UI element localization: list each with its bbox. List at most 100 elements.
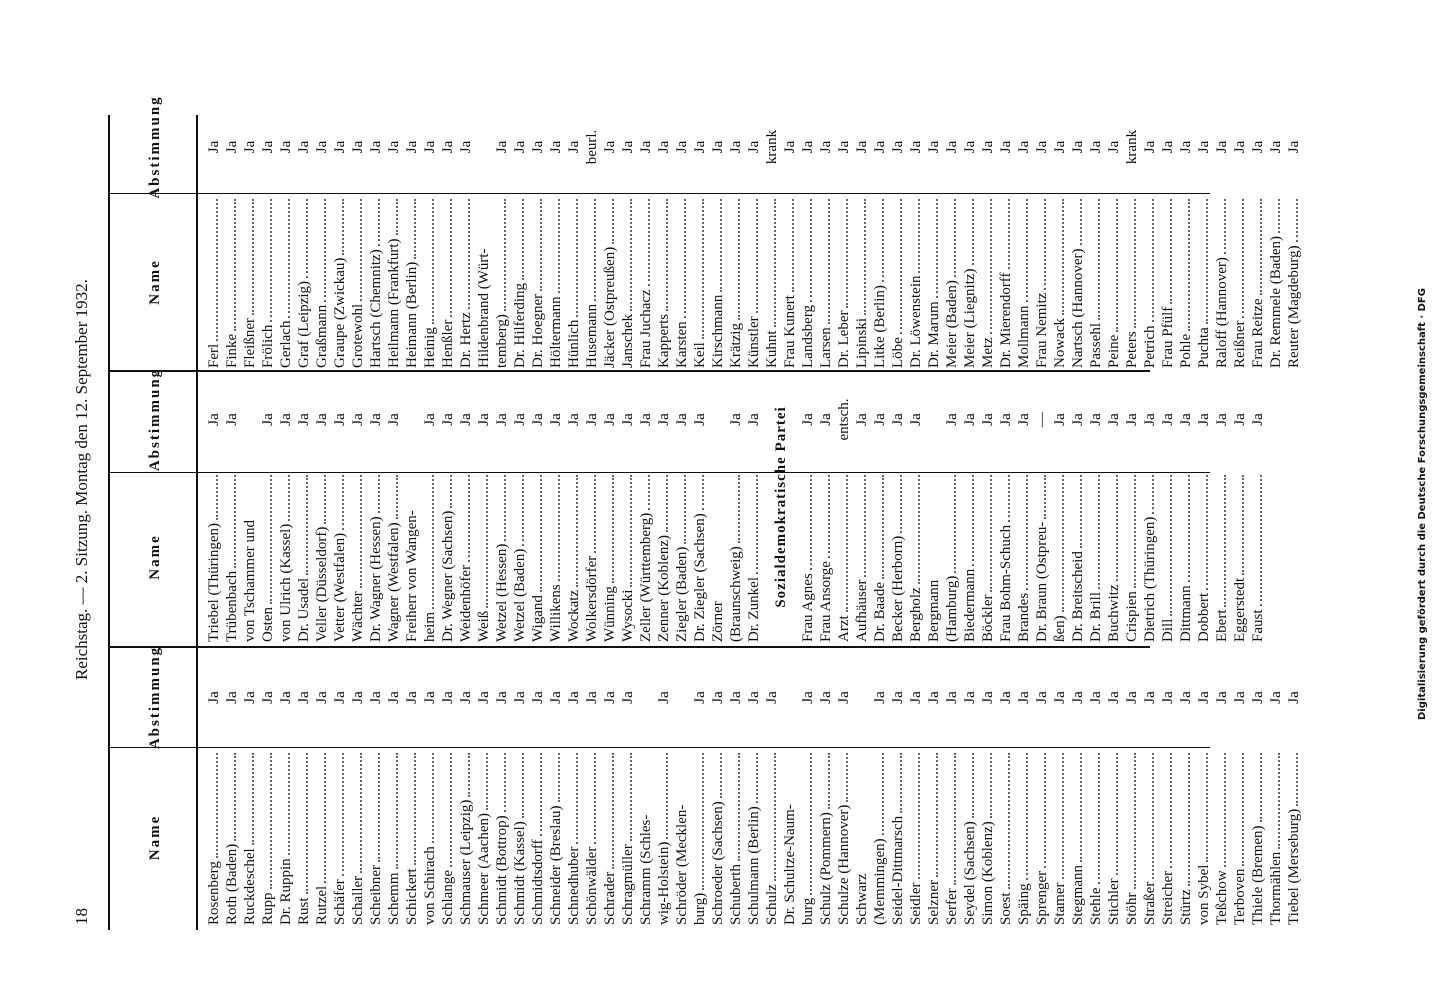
member-name: Schmeer (Aachen) [476,812,492,925]
member-name: Peine [1106,334,1122,368]
vote-cell: Ja [368,413,384,426]
vote-cell: Ja [548,413,564,426]
vote-cell: Ja [926,691,942,704]
member-name: Heilmann (Frankfurt) [386,238,402,368]
name-cell: Nartsch (Hannover) [1069,196,1087,368]
table-row: Janschek Ja [619,103,637,368]
name-cell: Wächter [349,472,367,642]
name-cell: Wetzel (Hessen) [493,472,511,642]
dot-leader [745,199,758,314]
name-cell: Mollmann [1015,196,1033,368]
member-name: Peters [1124,331,1140,368]
table-row: Frau Reitze Ja [1249,103,1267,368]
dot-leader [349,199,362,301]
name-cell: Heilmann (Frankfurt) [385,196,403,368]
funding-note: Digitalisierung gefördert durch die Deut… [1417,288,1428,720]
dot-leader [835,475,848,613]
dot-leader [727,753,740,862]
table-row: Stegmann Ja [1069,650,1087,925]
member-name: Puchta [1196,327,1212,368]
member-name: (Memmingen) [872,838,888,925]
table-row: Dittmann Ja [1177,372,1195,642]
vote-cell: Ja [1052,691,1068,704]
table-row: Schmeer (Aachen) Ja [475,650,493,925]
name-cell: Schäfer [331,750,349,925]
member-name: Seidler [908,882,924,926]
member-name: Zörner [710,601,726,642]
name-cell: (Memmingen) [871,750,889,925]
member-name: Karsten [674,321,690,368]
member-name: Graßmann [314,304,330,368]
dot-leader [835,199,848,308]
dot-leader [979,475,992,592]
dot-leader [961,475,974,566]
vote-cell: Ja [890,413,906,426]
vote-cell: Ja [458,140,474,154]
dot-leader [835,753,848,802]
vote-cell: Ja [1268,691,1284,704]
name-cell: Tiebel (Merseburg) [1285,750,1303,925]
table-row: Wolkersdörfer Ja [583,372,601,642]
member-name: Schönwälder [584,846,600,925]
name-cell: Schragmüller [619,750,637,925]
dot-leader [637,199,650,287]
member-name: Rosenberg [206,861,222,925]
name-cell: burg [799,750,817,925]
vote-cell: Ja [962,691,978,704]
name-cell: Schulmann (Berlin) [745,750,763,925]
vote-cell: Ja [656,413,672,426]
member-name: Scheibner [368,865,384,925]
member-name: Dr. Baade [872,582,888,642]
dot-leader [331,199,344,255]
table-row: Ziegler (Baden) Ja [673,372,691,642]
table-row: Löbe Ja [889,103,907,368]
member-name: Dr. Hilferding [512,283,528,368]
dot-leader [1123,475,1136,589]
vote-cell: Ja [872,413,888,426]
table-row: Biedermann Ja [961,372,979,642]
table-row: Teßchow Ja [1213,650,1231,925]
vote-cell: Ja [440,413,456,426]
member-name: Eggerstedt [1232,577,1248,642]
member-name: Dill [1160,618,1176,642]
member-name: (Braunschweig) [728,546,744,642]
name-cell: Meier (Baden) [943,196,961,368]
table-row: Mollmann Ja [1015,103,1033,368]
name-cell: Sprenger [1033,750,1051,925]
member-name: Meier (Baden) [944,280,960,368]
table-row: heim Ja [421,372,439,642]
dot-leader [241,753,254,846]
member-name: Reuter (Magdeburg) [1286,245,1302,368]
table-row: Terboven Ja [1231,650,1249,925]
vote-cell [637,650,655,745]
member-name: Freiherr von Wangen- [404,510,420,642]
table-row: Bergmann [925,372,943,642]
dot-leader [907,475,920,585]
name-cell: Aufhäuser [853,472,871,642]
dot-leader [619,475,632,587]
vote-cell: Ja [206,413,222,426]
dot-leader [727,475,740,544]
member-name: Wächter [350,591,366,642]
vote-cell: Ja [602,413,618,426]
vote-cell: Ja [962,140,978,154]
dot-leader [745,753,758,804]
member-name: Raloff (Hannover) [1214,257,1230,368]
dot-leader [565,199,578,317]
name-cell: Stöhr [1123,750,1141,925]
dot-leader [997,199,1010,270]
table-row: Dr. Wegner (Sachsen) Ja [439,372,457,642]
name-cell: Schulz (Pommern) [817,750,835,925]
table-row: Brandes Ja [1015,372,1033,642]
section-heading: Sozialdemokratische Partei [773,406,789,608]
table-row: Tiebel (Merseburg) Ja [1285,650,1303,925]
vote-cell: Ja [224,413,240,426]
name-cell: Teßchow [1213,750,1231,925]
member-name: Heinig [422,327,438,368]
vote-cell: Ja [710,691,726,704]
table-row: Dr. Remmele (Baden) Ja [1267,103,1285,368]
table-row: Husemann beurl. [583,103,601,368]
name-cell: Dr. Hilferding [511,196,529,368]
table-row: Dr. Leber Ja [835,103,853,368]
vote-cell: beurl. [584,129,600,165]
